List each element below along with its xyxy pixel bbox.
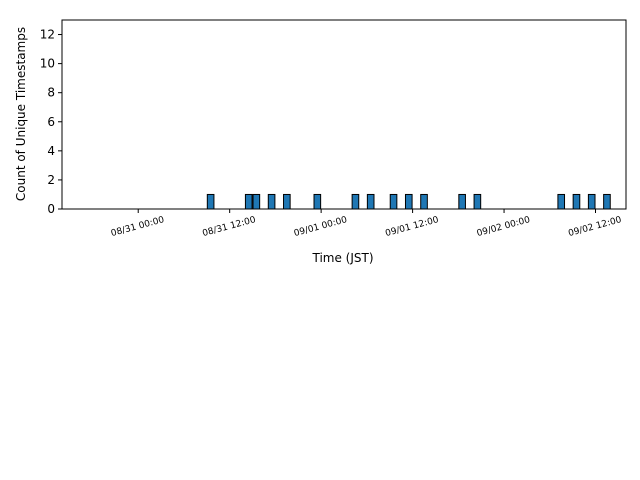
bar bbox=[473, 193, 482, 210]
bar bbox=[404, 193, 413, 210]
y-axis-label: Count of Unique Timestamps bbox=[14, 27, 28, 201]
bar bbox=[557, 193, 566, 210]
bar bbox=[603, 193, 611, 210]
y-tick-label: 4 bbox=[47, 144, 55, 158]
x-tick-label: 08/31 12:00 bbox=[201, 215, 257, 239]
x-tick-label: 09/02 00:00 bbox=[476, 215, 532, 239]
bar bbox=[389, 193, 398, 210]
bar bbox=[351, 193, 360, 210]
y-tick-label: 6 bbox=[47, 115, 55, 129]
x-tick-label: 09/01 00:00 bbox=[293, 215, 349, 239]
bar bbox=[206, 193, 215, 210]
bar bbox=[572, 193, 581, 210]
bar bbox=[244, 193, 253, 210]
x-tick-label: 09/02 12:00 bbox=[567, 215, 623, 239]
x-axis-label: Time (JST) bbox=[311, 251, 373, 265]
bar bbox=[587, 193, 596, 210]
bar bbox=[458, 193, 466, 210]
y-tick-label: 10 bbox=[40, 57, 55, 71]
bar bbox=[313, 193, 322, 210]
bar bbox=[420, 193, 428, 210]
x-tick-label: 09/01 12:00 bbox=[384, 215, 440, 239]
bar bbox=[366, 193, 375, 210]
y-tick-label: 8 bbox=[47, 86, 55, 100]
bar bbox=[252, 193, 261, 210]
plot-frame bbox=[61, 19, 627, 210]
bar bbox=[283, 193, 291, 210]
y-tick-label: 0 bbox=[47, 202, 55, 216]
y-tick-label: 2 bbox=[47, 173, 55, 187]
y-tick-label: 12 bbox=[40, 28, 55, 42]
x-tick-label: 08/31 00:00 bbox=[110, 215, 166, 239]
bar bbox=[267, 193, 276, 210]
